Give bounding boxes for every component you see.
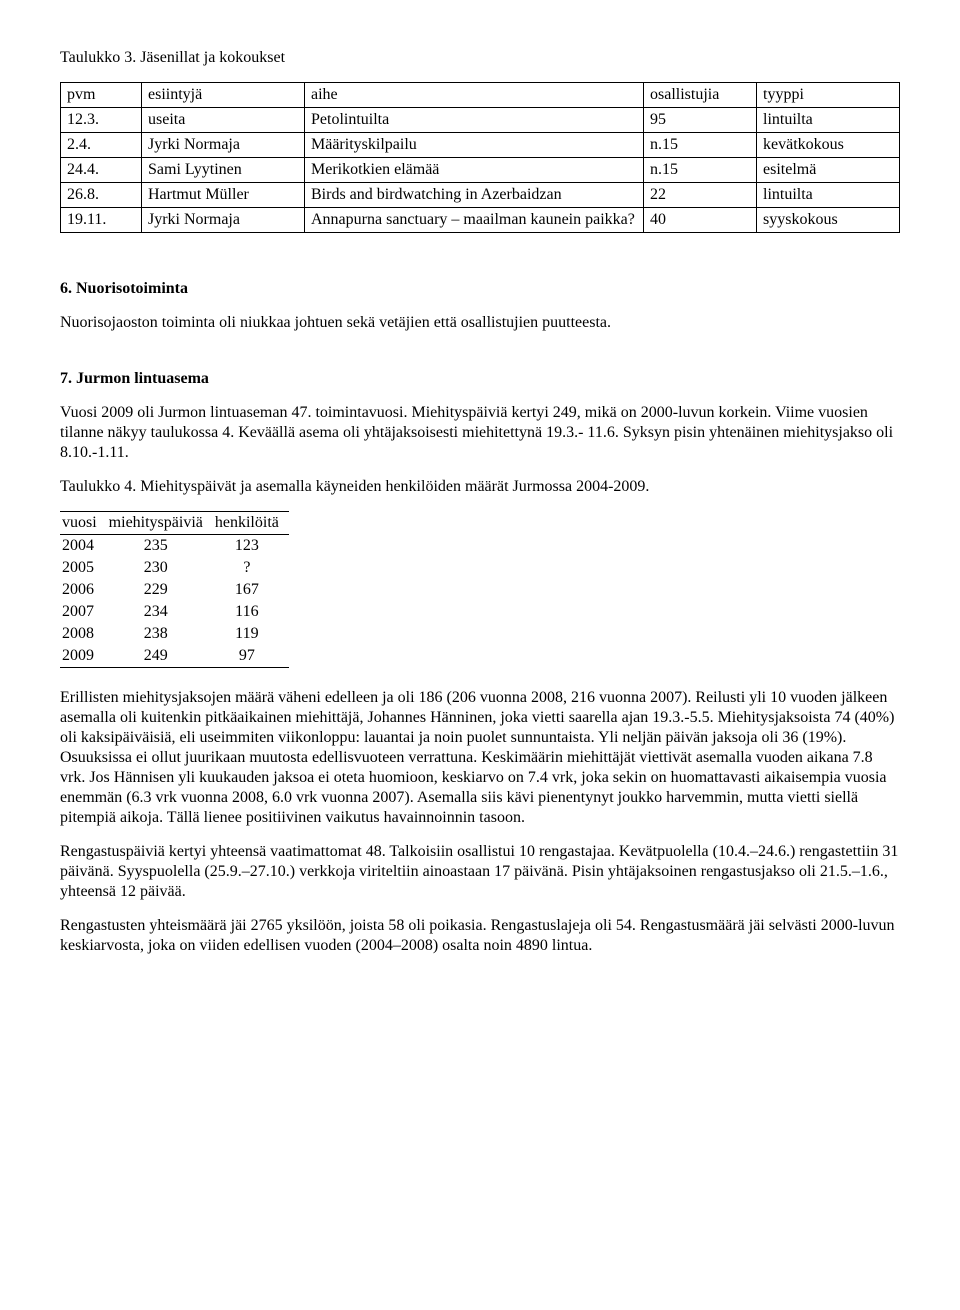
table-row: 26.8. Hartmut Müller Birds and birdwatch… [61,183,900,208]
cell-esiintyja: Sami Lyytinen [142,158,305,183]
section7-paragraph-1: Vuosi 2009 oli Jurmon lintuaseman 47. to… [60,403,900,463]
th-miehityspaivia: miehityspäiviä [107,512,213,535]
cell-henkiloita: 97 [213,645,289,668]
table4: vuosi miehityspäiviä henkilöitä 2004 235… [60,511,289,668]
cell-henkiloita: 167 [213,579,289,601]
cell-vuosi: 2006 [60,579,107,601]
cell-osallistujia: 22 [644,183,757,208]
section6-paragraph: Nuorisojaoston toiminta oli niukkaa joht… [60,313,900,333]
cell-miehityspaivia: 249 [107,645,213,668]
th-tyyppi: tyyppi [757,83,900,108]
cell-tyyppi: esitelmä [757,158,900,183]
cell-tyyppi: lintuilta [757,183,900,208]
cell-miehityspaivia: 235 [107,535,213,558]
cell-miehityspaivia: 230 [107,557,213,579]
cell-tyyppi: kevätkokous [757,133,900,158]
cell-aihe: Petolintuilta [305,108,644,133]
table-header-row: vuosi miehityspäiviä henkilöitä [60,512,289,535]
th-pvm: pvm [61,83,142,108]
cell-miehityspaivia: 229 [107,579,213,601]
th-esiintyja: esiintyjä [142,83,305,108]
cell-esiintyja: Hartmut Müller [142,183,305,208]
th-henkiloita: henkilöitä [213,512,289,535]
table-row: 2004 235 123 [60,535,289,558]
cell-aihe: Määrityskilpailu [305,133,644,158]
cell-tyyppi: lintuilta [757,108,900,133]
cell-esiintyja: useita [142,108,305,133]
table-row: 2.4. Jyrki Normaja Määrityskilpailu n.15… [61,133,900,158]
section7-paragraph-4: Rengastusten yhteismäärä jäi 2765 yksilö… [60,916,900,956]
cell-esiintyja: Jyrki Normaja [142,133,305,158]
table3: pvm esiintyjä aihe osallistujia tyyppi 1… [60,82,900,233]
cell-esiintyja: Jyrki Normaja [142,208,305,233]
cell-pvm: 26.8. [61,183,142,208]
cell-pvm: 19.11. [61,208,142,233]
th-osallistujia: osallistujia [644,83,757,108]
table-row: 12.3. useita Petolintuilta 95 lintuilta [61,108,900,133]
cell-pvm: 2.4. [61,133,142,158]
cell-henkiloita: 116 [213,601,289,623]
section7-heading: 7. Jurmon lintuasema [60,369,900,389]
cell-henkiloita: 119 [213,623,289,645]
section6-heading: 6. Nuorisotoiminta [60,279,900,299]
cell-pvm: 24.4. [61,158,142,183]
cell-vuosi: 2008 [60,623,107,645]
cell-henkiloita: ? [213,557,289,579]
table4-caption: Taulukko 4. Miehityspäivät ja asemalla k… [60,477,900,497]
cell-osallistujia: n.15 [644,133,757,158]
table-row: 2009 249 97 [60,645,289,668]
cell-pvm: 12.3. [61,108,142,133]
table3-caption: Taulukko 3. Jäsenillat ja kokoukset [60,48,900,68]
th-vuosi: vuosi [60,512,107,535]
cell-osallistujia: 95 [644,108,757,133]
section7-paragraph-2: Erillisten miehitysjaksojen määrä väheni… [60,688,900,828]
cell-miehityspaivia: 234 [107,601,213,623]
table-row: 2008 238 119 [60,623,289,645]
cell-vuosi: 2007 [60,601,107,623]
cell-henkiloita: 123 [213,535,289,558]
th-aihe: aihe [305,83,644,108]
cell-vuosi: 2005 [60,557,107,579]
table-row: 2006 229 167 [60,579,289,601]
cell-vuosi: 2004 [60,535,107,558]
cell-aihe: Merikotkien elämää [305,158,644,183]
cell-aihe: Birds and birdwatching in Azerbaidzan [305,183,644,208]
cell-osallistujia: n.15 [644,158,757,183]
table-row: 19.11. Jyrki Normaja Annapurna sanctuary… [61,208,900,233]
cell-osallistujia: 40 [644,208,757,233]
table-header-row: pvm esiintyjä aihe osallistujia tyyppi [61,83,900,108]
cell-aihe: Annapurna sanctuary – maailman kaunein p… [305,208,644,233]
section7-paragraph-3: Rengastuspäiviä kertyi yhteensä vaatimat… [60,842,900,902]
table-row: 2007 234 116 [60,601,289,623]
cell-miehityspaivia: 238 [107,623,213,645]
cell-tyyppi: syyskokous [757,208,900,233]
table-row: 2005 230 ? [60,557,289,579]
table-row: 24.4. Sami Lyytinen Merikotkien elämää n… [61,158,900,183]
cell-vuosi: 2009 [60,645,107,668]
